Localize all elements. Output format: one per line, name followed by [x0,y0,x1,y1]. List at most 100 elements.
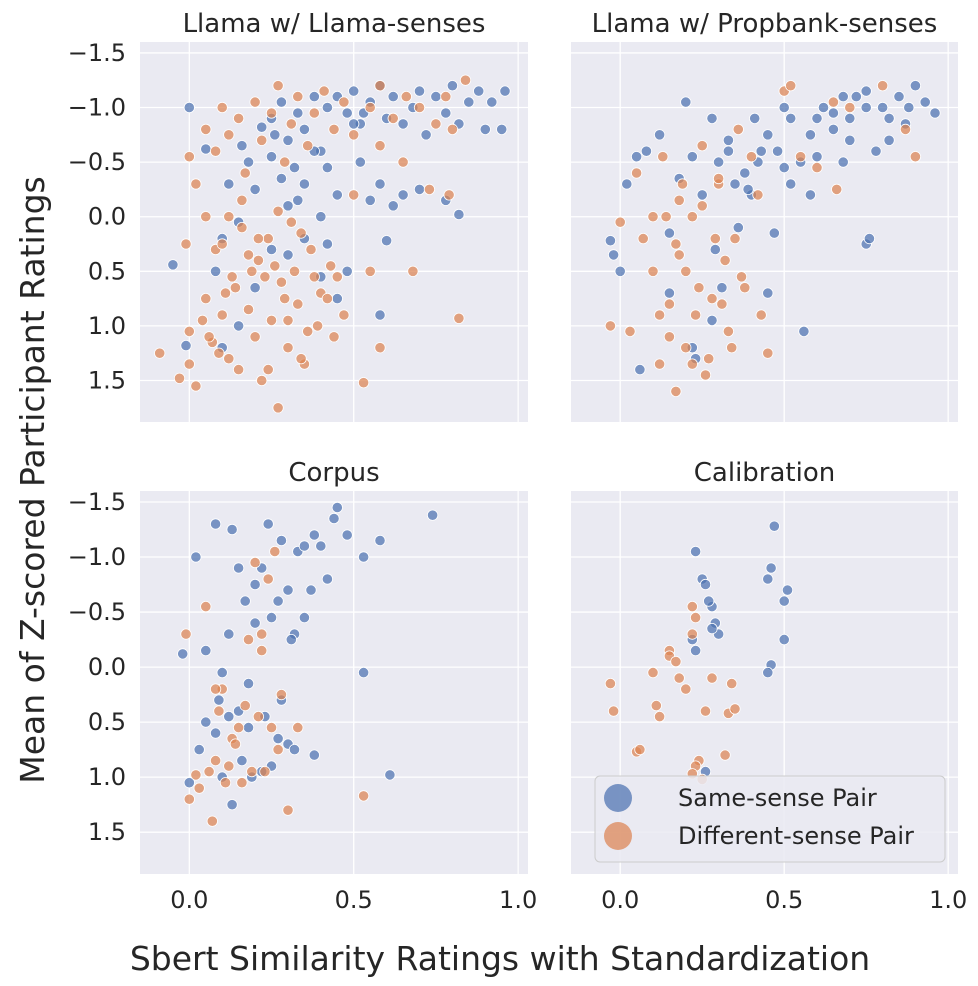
same-sense-point [817,101,830,114]
different-sense-point [226,271,238,283]
same-sense-point [778,162,790,174]
different-sense-point [811,162,823,174]
different-sense-point [374,80,386,92]
different-sense-point [223,211,235,223]
different-sense-point [706,292,718,305]
different-sense-point [387,112,399,125]
same-sense-point [876,101,889,114]
different-sense-point [696,200,708,212]
same-sense-point [762,287,774,299]
different-sense-point [328,123,340,135]
same-sense-point [634,363,646,376]
different-sense-point [311,320,324,332]
different-sense-point [229,738,241,750]
same-sense-point [689,545,702,558]
panel-background [140,491,528,874]
panel-background [571,42,958,422]
same-sense-point [308,529,320,541]
same-sense-point [755,145,767,157]
y-tick-label: −1.0 [68,543,126,571]
different-sense-point [249,96,261,108]
same-sense-point [292,194,304,206]
same-sense-point [364,194,376,206]
same-sense-point [328,512,340,525]
different-sense-point [407,265,419,277]
panel-3: Corpus −1.5 −1.0 −0.5 0.0 0.5 1.0 1.5 0.0 0.5 1.0 [68,458,538,914]
different-sense-point [663,331,676,343]
different-sense-point [719,749,731,761]
different-sense-point [256,644,268,657]
different-sense-point [446,123,458,135]
same-sense-point [706,314,718,326]
same-sense-point [630,151,643,163]
same-sense-point [909,80,922,92]
different-sense-point [732,123,744,135]
different-sense-point [295,227,307,239]
same-sense-point [265,243,278,256]
different-sense-point [219,287,232,299]
same-sense-point [213,694,225,706]
different-sense-point [607,705,620,717]
same-sense-point [860,101,872,114]
different-sense-point [670,655,682,668]
same-sense-point [265,151,278,163]
different-sense-point [614,216,626,228]
different-sense-point [233,112,245,125]
different-sense-point [624,325,636,337]
different-sense-point [262,363,274,376]
same-sense-point [696,189,708,201]
same-sense-point [374,178,386,190]
different-sense-point [647,211,659,223]
different-sense-point [308,107,320,119]
different-sense-point [328,331,340,343]
different-sense-point [206,815,218,827]
different-sense-point [200,211,212,223]
y-axis-title: Mean of Z-scored Participant Ratings [13,176,52,783]
same-sense-point [729,178,741,190]
same-sense-point [706,622,718,635]
different-sense-point [216,101,228,114]
different-sense-point [183,325,195,337]
x-axis-title: Sbert Similarity Ratings with Standardiz… [130,939,870,978]
different-sense-point [722,325,735,337]
different-sense-point [223,353,235,365]
same-sense-point [357,551,370,563]
same-sense-point [689,644,702,657]
same-sense-point [387,91,399,103]
different-sense-point [739,282,751,294]
y-tick-label: 1.0 [88,312,126,340]
same-sense-point [837,156,849,168]
different-sense-point [272,743,284,756]
different-sense-point [242,303,255,316]
different-sense-point [794,151,807,163]
different-sense-point [699,705,712,717]
same-sense-point [288,743,301,756]
different-sense-point [729,703,741,715]
same-sense-point [768,227,780,239]
different-sense-point [413,101,426,114]
legend: Same-sense Pair Different-sense Pair [594,775,946,863]
same-sense-point [870,145,882,157]
different-sense-point [180,238,192,250]
different-sense-point [265,721,278,734]
same-sense-point [479,123,491,135]
same-sense-point [308,91,320,103]
different-sense-point [726,677,738,690]
different-sense-point [252,254,264,266]
different-sense-point [706,672,718,684]
same-sense-point [883,112,895,125]
y-tick-label: −1.5 [68,488,126,516]
different-sense-point [183,151,195,163]
same-sense-point [223,710,235,723]
same-sense-point [321,101,333,114]
different-sense-point [321,292,333,305]
different-sense-point [338,309,350,321]
same-sense-point [709,243,721,256]
panel-title: Calibration [694,458,835,488]
different-sense-point [292,298,304,310]
different-sense-point [680,342,692,354]
different-sense-point [686,600,698,613]
different-sense-point [686,628,698,640]
legend-marker [604,784,632,812]
same-sense-point [893,91,905,103]
